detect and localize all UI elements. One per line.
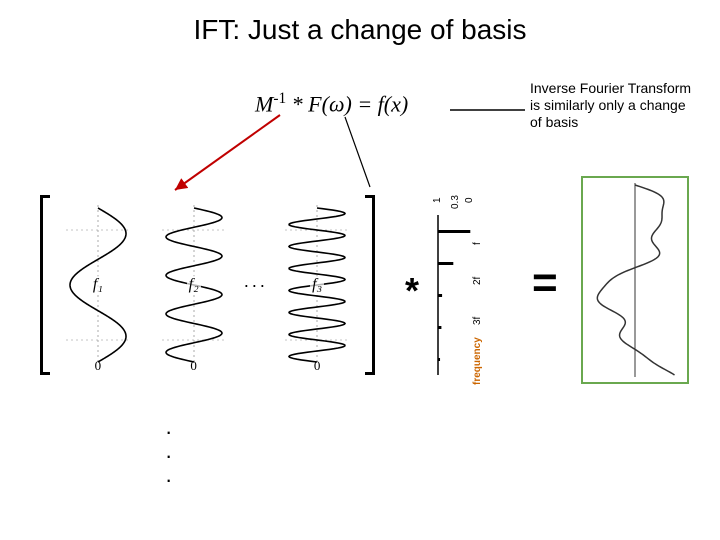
arrow-to-annotation bbox=[445, 100, 535, 130]
equation: M-1 * F(ω) = f(x) bbox=[255, 90, 408, 117]
tick-f: f bbox=[472, 242, 483, 245]
basis-matrix: f₁ 0 f₂ 0 ··· f₃ 0 bbox=[40, 185, 375, 385]
eq-times1: * bbox=[286, 91, 308, 116]
bracket-right bbox=[365, 195, 375, 375]
f2-label: f₂ bbox=[187, 276, 201, 294]
freq-axis-label: frequency bbox=[472, 337, 483, 385]
f1-zero: 0 bbox=[95, 358, 102, 374]
eq-paren-open: ( bbox=[322, 91, 329, 116]
basis-wave-3: f₃ 0 bbox=[272, 200, 362, 370]
eq-M: M bbox=[255, 91, 273, 116]
spec-val-0: 0 bbox=[464, 197, 475, 203]
eq-fx: f(x) bbox=[378, 91, 409, 116]
eq-exp: -1 bbox=[273, 90, 286, 107]
f2-zero: 0 bbox=[190, 358, 197, 374]
spec-val-1: 1 bbox=[432, 197, 443, 203]
spec-val-03: 0.3 bbox=[450, 195, 461, 209]
f3-zero: 0 bbox=[314, 358, 321, 374]
eq-F: F bbox=[308, 91, 321, 116]
slide-title: IFT: Just a change of basis bbox=[0, 14, 720, 46]
arrow-to-spectrum bbox=[315, 112, 375, 192]
matrix-dots: ··· bbox=[244, 200, 266, 370]
spectrum-vector: 1 0.3 0 f 2f 3f frequency bbox=[430, 185, 490, 395]
equals-operator: = bbox=[532, 258, 558, 308]
tick-3f: 3f bbox=[472, 316, 483, 325]
eq-paren-close: ) bbox=[344, 91, 351, 116]
multiply-operator: * bbox=[405, 270, 419, 312]
basis-wave-2: f₂ 0 bbox=[149, 200, 239, 370]
vertical-ellipsis: ··· bbox=[165, 420, 172, 493]
bracket-left bbox=[40, 195, 50, 375]
basis-wave-1: f₁ 0 bbox=[53, 200, 143, 370]
matrix-inner: f₁ 0 f₂ 0 ··· f₃ 0 bbox=[50, 195, 365, 375]
result-waveform bbox=[580, 175, 690, 385]
tick-2f: 2f bbox=[472, 276, 483, 285]
annotation-text: Inverse Fourier Transform is similarly o… bbox=[530, 80, 700, 130]
f3-label: f₃ bbox=[310, 276, 324, 294]
eq-eq: = bbox=[352, 91, 378, 116]
f1-label: f₁ bbox=[91, 276, 105, 294]
eq-omega: ω bbox=[329, 91, 345, 116]
